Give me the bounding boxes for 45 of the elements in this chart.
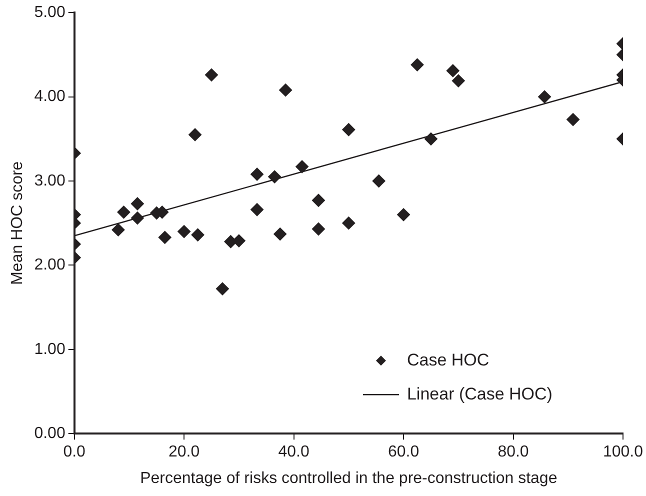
x-tick-label: 60.0 (388, 444, 420, 461)
x-tick-label: 80.0 (498, 444, 529, 461)
point (342, 123, 356, 136)
point (312, 194, 325, 207)
point (130, 197, 144, 210)
point (178, 225, 191, 238)
point (566, 113, 580, 126)
y-tick-label: 0.00 (34, 425, 66, 442)
legend-label: Case HOC (406, 350, 490, 370)
point (250, 168, 264, 181)
point (216, 282, 229, 296)
point (130, 212, 144, 225)
point (191, 228, 204, 242)
point (158, 230, 172, 244)
point (112, 223, 125, 236)
point (232, 234, 246, 248)
point (274, 228, 287, 241)
x-axis-title: Percentage of risks controlled in the pre-construction stage (140, 470, 558, 487)
x-tick-label: 20.0 (168, 444, 200, 461)
point (188, 128, 202, 142)
point (452, 74, 465, 88)
point (279, 84, 292, 97)
point (117, 206, 130, 219)
point (446, 64, 460, 78)
point (268, 170, 282, 184)
y-tick-label: 2.00 (34, 256, 66, 274)
x-tick-label: 40.0 (278, 444, 310, 461)
y-axis-title: Mean HOC score (9, 161, 26, 285)
point (372, 174, 386, 188)
y-tick-label: 3.00 (34, 172, 66, 190)
y-tick-label: 1.00 (34, 340, 66, 358)
point (312, 222, 325, 236)
point (250, 203, 264, 216)
legend-label: Linear (Case HOC) (406, 384, 552, 404)
point (538, 90, 552, 104)
point (397, 208, 410, 222)
point (205, 68, 218, 82)
x-tick-label: 0.0 (63, 444, 86, 461)
y-tick-label: 5.00 (34, 4, 66, 22)
y-tick-label: 4.00 (34, 88, 66, 106)
point (342, 216, 356, 230)
point (424, 132, 438, 146)
point (296, 160, 309, 174)
x-tick-label: 100.0 (602, 444, 644, 461)
point (410, 58, 424, 72)
